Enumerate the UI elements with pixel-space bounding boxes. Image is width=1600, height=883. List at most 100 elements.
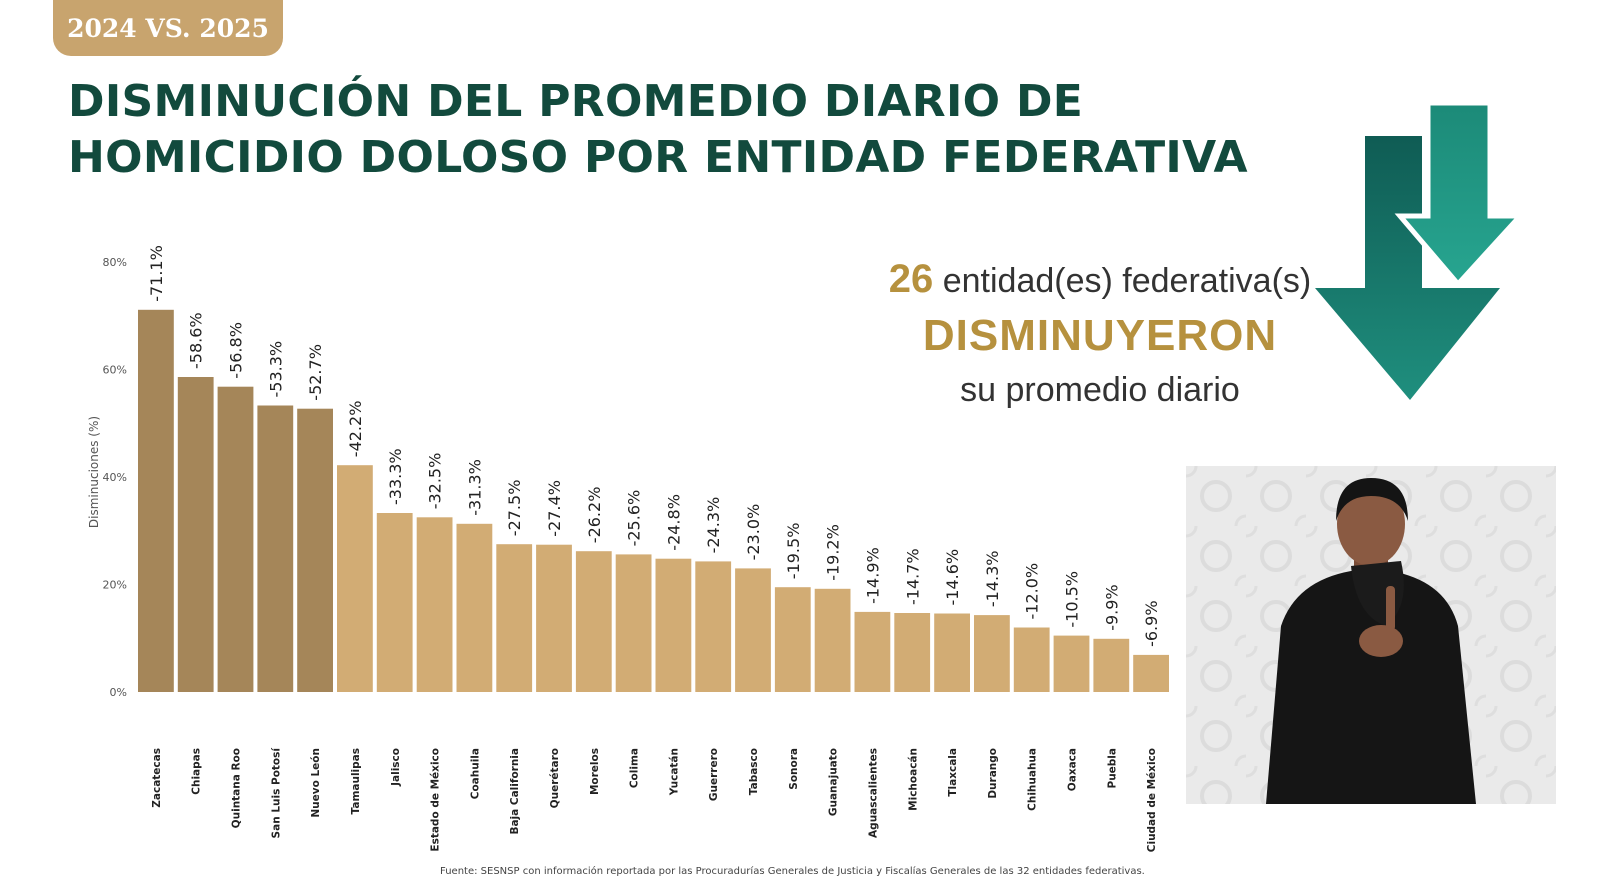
x-tick-label: Yucatán [668,748,680,796]
bar [934,613,970,692]
x-tick-label: Querétaro [549,748,561,808]
x-tick-label: Quintana Roo [231,748,243,828]
bar [655,558,692,692]
data-label: -33.3% [386,448,405,505]
bar [536,544,572,692]
y-tick-label: 80% [103,256,127,269]
page-title: DISMINUCIÓN DEL PROMEDIO DIARIO DE HOMIC… [68,74,1298,186]
down-arrows-icon [1315,100,1525,400]
data-label: -6.9% [1142,600,1161,646]
bar-chart: 0% 20% 40% 60% 80% Disminuciones (%) -71.1% -… [87,245,1169,853]
x-tick-label: Baja California [509,748,521,835]
x-tick-label: Sonora [788,748,800,790]
y-axis: 0% 20% 40% 60% 80% [103,256,127,699]
bar [297,408,333,692]
bar [774,587,811,692]
data-label: -58.6% [187,312,206,369]
data-label: -31.3% [465,459,484,516]
bar [1133,654,1169,692]
bar [337,465,373,692]
sign-language-interpreter-video [1186,466,1556,804]
data-label: -52.7% [306,344,325,401]
data-label: -27.4% [545,480,564,537]
y-tick-label: 0% [110,686,127,699]
bar [695,561,732,692]
bar [416,517,453,692]
data-label: -9.9% [1102,584,1121,630]
x-tick-label: Michoacán [907,748,919,811]
data-label: -56.8% [227,322,246,379]
y-tick-label: 20% [103,579,127,592]
x-tick-label: Durango [987,748,999,799]
bar [376,513,413,692]
data-label: -10.5% [1063,571,1082,628]
x-tick-label: Ciudad de México [1146,748,1158,852]
bar [575,551,612,692]
x-tick-label: Aguascalientes [868,748,880,838]
x-tick-label: Zacatecas [151,748,163,808]
data-label: -24.3% [704,497,723,554]
x-tick-label: Morelos [589,748,601,795]
data-label: -19.5% [784,523,803,580]
data-label: -27.5% [505,480,524,537]
bar [1013,627,1050,692]
bar [138,309,174,692]
x-tick-label: Estado de México [430,748,442,852]
data-label: -32.5% [426,453,445,510]
period-badge: 2024 VS. 2025 [53,0,283,56]
x-tick-label: San Luis Potosí [270,747,282,839]
y-tick-label: 40% [103,471,127,484]
data-label: -42.2% [346,401,365,458]
bar [1053,635,1090,692]
category-labels: Zacatecas Chiapas Quintana Roo San Luis Pot… [151,747,1158,853]
bar [814,588,851,692]
x-tick-label: Nuevo León [310,748,322,818]
states-count: 26 [888,257,934,301]
interpreter-image [1186,466,1556,804]
data-label: -24.8% [664,494,683,551]
summary-line-2: DISMINUYERON [922,311,1278,360]
data-label: -14.6% [943,549,962,606]
bar [496,544,533,692]
bar [974,615,1010,692]
x-tick-label: Tamaulipas [350,748,362,814]
x-tick-label: Tlaxcala [947,748,959,797]
data-label: -25.6% [625,490,644,547]
data-label: -53.3% [266,341,285,398]
source-note: Fuente: SESNSP con información reportada… [440,866,1145,877]
bar [217,386,254,692]
data-label: -14.3% [983,550,1002,607]
y-axis-title: Disminuciones (%) [87,416,101,528]
x-tick-label: Tabasco [748,748,760,795]
bar [257,405,294,692]
bar [854,611,891,692]
y-tick-label: 60% [103,364,127,377]
x-tick-label: Chihuahua [1027,748,1039,811]
x-tick-label: Oaxaca [1067,748,1079,791]
x-tick-label: Colima [629,748,641,788]
data-label: -23.0% [744,504,763,561]
bar [894,613,931,692]
data-label: -14.9% [864,547,883,604]
data-label: -14.7% [903,548,922,605]
summary-line-3: su promedio diario [960,371,1240,409]
title-line-2: HOMICIDIO DOLOSO POR ENTIDAD FEDERATIVA [68,132,1248,183]
title-line-1: DISMINUCIÓN DEL PROMEDIO DIARIO DE [68,76,1084,127]
x-tick-label: Puebla [1106,748,1118,789]
summary-callout: 26 entidad(es) federativa(s) DISMINUYERO… [860,252,1340,416]
data-label: -26.2% [585,487,604,544]
bar [177,377,214,692]
x-tick-label: Chiapas [191,748,203,795]
data-label: -71.1% [147,245,166,302]
bar [456,523,493,692]
summary-line-1: entidad(es) federativa(s) [942,262,1312,300]
x-tick-label: Guanajuato [828,748,840,816]
x-tick-label: Guerrero [708,748,720,801]
bars [138,309,1169,692]
bar [1093,638,1130,692]
bar [615,554,652,692]
data-label: -12.0% [1023,563,1042,620]
data-label: -19.2% [824,524,843,581]
x-tick-label: Coahuila [469,748,481,799]
